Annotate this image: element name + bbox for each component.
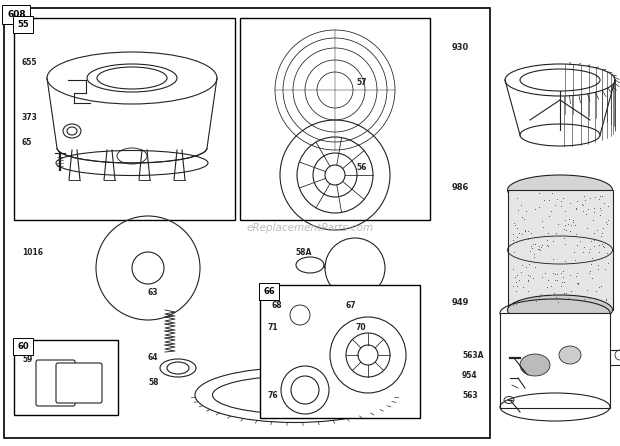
Text: 76: 76 bbox=[268, 391, 278, 400]
Bar bbox=[14, 340, 118, 415]
Text: 68: 68 bbox=[272, 301, 283, 310]
Text: 70: 70 bbox=[355, 323, 366, 332]
Text: 60: 60 bbox=[17, 342, 29, 351]
Text: 63: 63 bbox=[148, 288, 159, 297]
Text: 66: 66 bbox=[263, 287, 275, 296]
Bar bbox=[240, 18, 430, 220]
FancyBboxPatch shape bbox=[36, 360, 75, 406]
Bar bbox=[508, 190, 613, 310]
Text: 71: 71 bbox=[268, 323, 278, 332]
Text: eReplacementParts.com: eReplacementParts.com bbox=[246, 223, 374, 233]
Bar bbox=[14, 18, 235, 220]
Text: 58: 58 bbox=[148, 378, 159, 387]
Bar bbox=[4, 8, 490, 438]
Text: 56: 56 bbox=[356, 163, 366, 172]
Text: 59: 59 bbox=[22, 355, 32, 364]
Ellipse shape bbox=[559, 346, 581, 364]
Text: 65: 65 bbox=[22, 138, 32, 147]
Text: 563A: 563A bbox=[462, 351, 484, 360]
Text: 563: 563 bbox=[462, 391, 477, 400]
Text: 954: 954 bbox=[462, 371, 477, 380]
Text: 67: 67 bbox=[345, 301, 356, 310]
Text: 1016: 1016 bbox=[22, 248, 43, 257]
Text: 58A: 58A bbox=[295, 248, 311, 257]
Text: 57: 57 bbox=[356, 78, 366, 87]
Text: 986: 986 bbox=[452, 183, 469, 192]
Text: 608: 608 bbox=[7, 10, 25, 19]
Bar bbox=[500, 313, 610, 408]
Bar bbox=[260, 285, 420, 418]
FancyBboxPatch shape bbox=[56, 363, 102, 403]
Ellipse shape bbox=[508, 175, 613, 205]
Ellipse shape bbox=[520, 354, 550, 376]
Text: 55: 55 bbox=[17, 20, 29, 29]
Ellipse shape bbox=[508, 295, 613, 325]
Text: 949: 949 bbox=[452, 298, 469, 307]
Text: 655: 655 bbox=[22, 58, 37, 67]
Text: 373: 373 bbox=[22, 113, 38, 122]
Text: 64: 64 bbox=[148, 353, 159, 362]
Text: 930: 930 bbox=[452, 43, 469, 52]
